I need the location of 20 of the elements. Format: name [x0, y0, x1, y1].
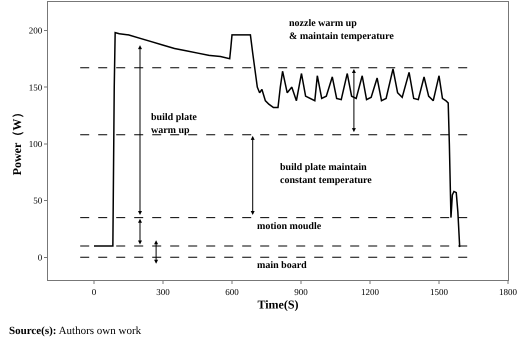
x-tick-label: 600: [225, 286, 240, 297]
x-tick-label: 1800: [499, 286, 518, 297]
annotation: main board: [257, 260, 308, 271]
source-note: Source(s): Authors own work: [9, 325, 142, 337]
y-axis-title: Power（W）: [10, 106, 24, 176]
annotation: motion moudle: [257, 221, 322, 232]
x-tick-label: 0: [92, 286, 97, 297]
y-tick-label: 0: [38, 252, 43, 262]
y-tick-label: 50: [33, 196, 43, 206]
x-tick-label: 1200: [361, 286, 380, 297]
x-tick-label: 1500: [430, 286, 448, 297]
annotation: build plate maintain constant temperature: [280, 162, 372, 186]
x-axis-title: Time(S): [257, 298, 299, 312]
annotation: build plate warm up: [151, 112, 198, 136]
x-tick-label: 300: [156, 286, 170, 297]
annotation: nozzle warm up & maintain temperature: [289, 18, 394, 42]
x-tick-label: 900: [294, 286, 308, 297]
y-tick-label: 200: [28, 26, 43, 36]
y-tick-label: 150: [28, 82, 43, 92]
y-tick-label: 100: [28, 138, 43, 149]
